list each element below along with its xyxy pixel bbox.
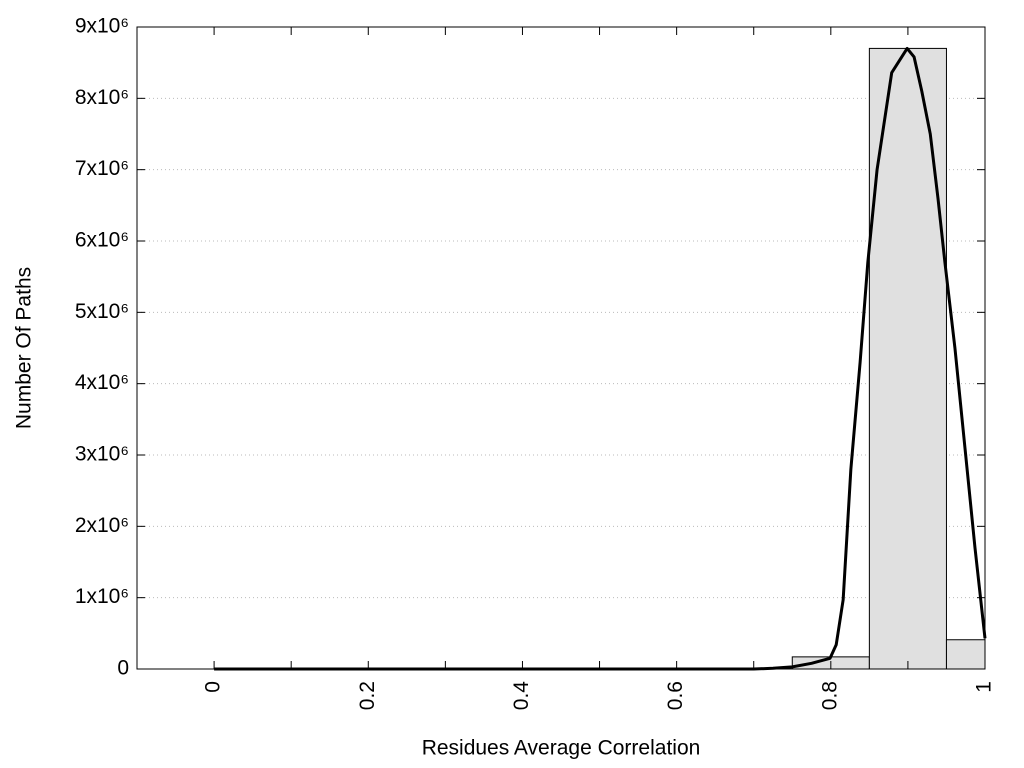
x-tick-label: 0.6: [664, 681, 687, 710]
y-tick-label: 4x10⁶: [75, 371, 129, 394]
y-tick-label: 1x10⁶: [75, 585, 129, 608]
y-tick-label: 7x10⁶: [75, 157, 129, 180]
y-tick-label: 6x10⁶: [75, 229, 129, 252]
x-tick-label: 0.2: [356, 681, 379, 710]
x-axis-label: Residues Average Correlation: [422, 737, 701, 760]
x-tick-label: 0.4: [510, 681, 533, 711]
y-tick-label: 9x10⁶: [75, 15, 129, 38]
y-tick-label: 2x10⁶: [75, 514, 129, 537]
y-tick-label: 8x10⁶: [75, 86, 129, 109]
x-tick-label: 0: [202, 681, 225, 693]
bar: [868, 47, 947, 670]
y-tick-label: 0: [117, 657, 129, 680]
bar: [945, 639, 986, 670]
y-axis-label: Number Of Paths: [13, 267, 36, 429]
x-tick-label: 1: [973, 681, 996, 693]
x-tick-label: 0.8: [818, 681, 841, 710]
plot-frame: [136, 26, 986, 670]
y-tick-label: 5x10⁶: [75, 300, 129, 323]
y-tick-label: 3x10⁶: [75, 443, 129, 466]
